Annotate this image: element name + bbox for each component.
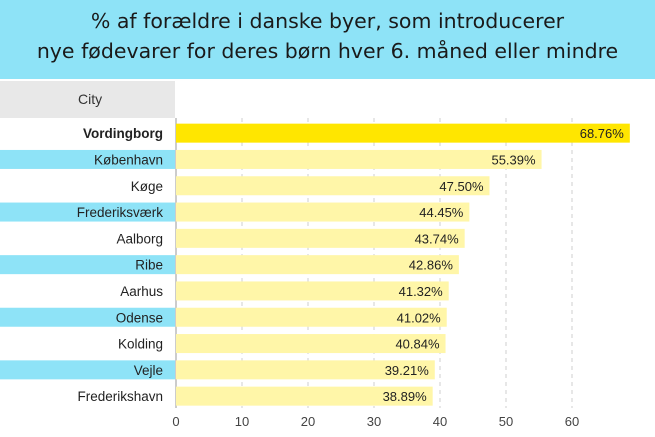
x-tick-label: 0 bbox=[172, 414, 179, 429]
label-stripe bbox=[0, 149, 175, 169]
x-tick-label: 40 bbox=[433, 414, 447, 429]
x-tick-label: 50 bbox=[499, 414, 513, 429]
bar bbox=[176, 123, 630, 143]
category-label: Kolding bbox=[118, 337, 163, 352]
value-label: 40.84% bbox=[395, 337, 440, 352]
bar bbox=[176, 228, 465, 248]
bar bbox=[176, 386, 433, 406]
x-tick-label: 20 bbox=[301, 414, 315, 429]
category-label: Aalborg bbox=[116, 231, 163, 246]
value-label: 68.76% bbox=[580, 126, 625, 141]
bar bbox=[176, 307, 447, 327]
chart-title-line-1: % af forældre i danske byer, som introdu… bbox=[90, 9, 565, 33]
value-label: 44.45% bbox=[419, 205, 464, 220]
x-tick-label: 10 bbox=[235, 414, 249, 429]
label-stripe bbox=[0, 307, 175, 327]
value-label: 42.86% bbox=[409, 258, 454, 273]
value-label: 55.39% bbox=[491, 152, 536, 167]
title-band bbox=[0, 0, 655, 79]
category-label: Vejle bbox=[134, 363, 163, 378]
chart-title-line-2: nye fødevarer for deres børn hver 6. mån… bbox=[36, 39, 619, 63]
bar bbox=[176, 176, 490, 196]
label-stripe bbox=[0, 255, 175, 275]
category-label: København bbox=[94, 152, 163, 167]
value-label: 47.50% bbox=[439, 179, 484, 194]
bar bbox=[176, 255, 459, 275]
value-label: 41.32% bbox=[399, 284, 444, 299]
label-stripe bbox=[0, 360, 175, 380]
bar bbox=[176, 281, 449, 301]
value-label: 43.74% bbox=[415, 231, 460, 246]
bar bbox=[176, 360, 435, 380]
label-stripe bbox=[0, 202, 175, 222]
category-label: Odense bbox=[116, 310, 163, 325]
value-label: 39.21% bbox=[385, 363, 430, 378]
bar bbox=[176, 202, 470, 222]
category-label: Ribe bbox=[135, 258, 163, 273]
bar bbox=[176, 334, 446, 354]
bar bbox=[176, 149, 542, 169]
x-tick-label: 30 bbox=[367, 414, 381, 429]
value-label: 41.02% bbox=[397, 310, 442, 325]
value-label: 38.89% bbox=[383, 389, 428, 404]
x-tick-label: 60 bbox=[565, 414, 579, 429]
category-label: Aarhus bbox=[120, 284, 163, 299]
category-header: City bbox=[78, 91, 103, 107]
category-label: Køge bbox=[131, 179, 163, 194]
category-header-cell bbox=[0, 81, 175, 118]
category-label: Frederiksværk bbox=[77, 205, 164, 220]
category-label: Frederikshavn bbox=[77, 389, 163, 404]
category-label: Vordingborg bbox=[83, 126, 163, 141]
